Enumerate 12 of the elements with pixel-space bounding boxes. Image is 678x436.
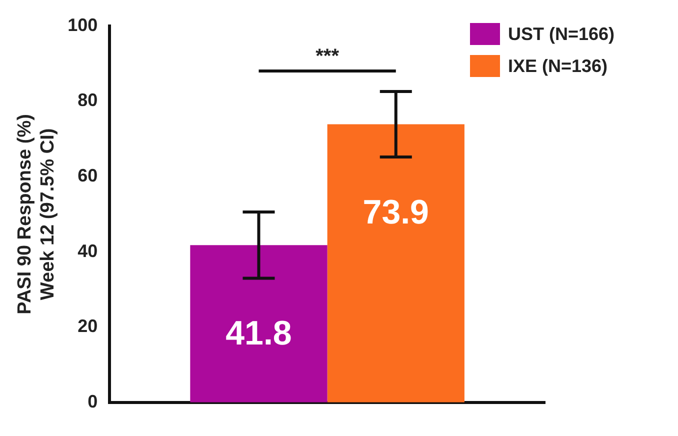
y-tick-label: 80: [78, 90, 98, 110]
data-label: 41.8: [226, 314, 292, 352]
y-tick-label: 60: [78, 166, 98, 186]
y-tick-label: 100: [68, 14, 98, 35]
legend-label: UST (N=166): [508, 24, 615, 44]
legend-label: IXE (N=136): [508, 56, 608, 76]
annotation: ***: [316, 46, 340, 68]
y-tick-label: 40: [78, 240, 98, 261]
y-tick-label: 0: [88, 391, 98, 412]
data-label: 73.9: [362, 194, 429, 232]
y-tick-label: 20: [78, 316, 98, 336]
y-axis-title: PASI 90 Response (%) Week 12 (97.5% CI): [14, 114, 58, 314]
